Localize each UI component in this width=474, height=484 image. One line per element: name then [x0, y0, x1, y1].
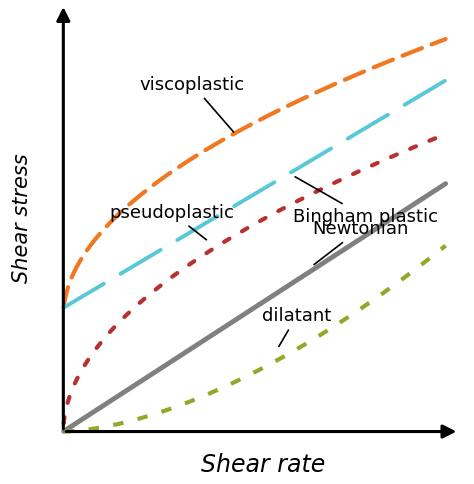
- Text: dilatant: dilatant: [262, 307, 331, 347]
- Text: Newtonian: Newtonian: [312, 220, 408, 265]
- Text: pseudoplastic: pseudoplastic: [109, 204, 234, 240]
- Text: viscoplastic: viscoplastic: [140, 76, 245, 132]
- Text: Bingham plastic: Bingham plastic: [293, 177, 438, 226]
- Text: Shear stress: Shear stress: [12, 153, 32, 283]
- Text: Shear rate: Shear rate: [201, 453, 326, 477]
